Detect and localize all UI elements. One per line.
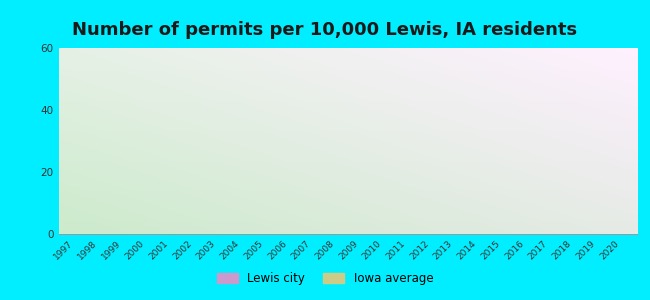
Bar [502,157,512,234]
Bar [573,157,582,234]
Bar [359,169,369,234]
Bar [384,172,393,234]
Bar [194,132,203,234]
Bar [170,144,179,234]
Bar [611,163,620,234]
Bar [526,150,535,234]
Text: City-Data.com: City-Data.com [546,54,625,64]
Bar [265,98,274,234]
Bar [587,163,597,234]
Bar [255,163,265,234]
Bar [469,163,478,234]
Bar [122,135,132,234]
Bar [478,163,488,234]
Bar [350,163,359,234]
Bar [620,144,630,234]
Text: Number of permits per 10,000 Lewis, IA residents: Number of permits per 10,000 Lewis, IA r… [72,21,578,39]
Bar [241,104,250,234]
Bar [454,163,464,234]
Bar [336,169,345,234]
Bar [597,153,606,234]
Bar [161,163,170,234]
Bar [431,163,440,234]
Bar [407,172,417,234]
Bar [312,144,322,234]
Bar [66,163,75,234]
Bar [75,157,84,234]
Bar [549,150,559,234]
Bar [289,125,298,234]
Bar [217,110,227,234]
Bar [445,163,454,234]
Bar [146,147,156,234]
Legend: Lewis city, Iowa average: Lewis city, Iowa average [211,266,439,291]
Bar [99,141,109,234]
